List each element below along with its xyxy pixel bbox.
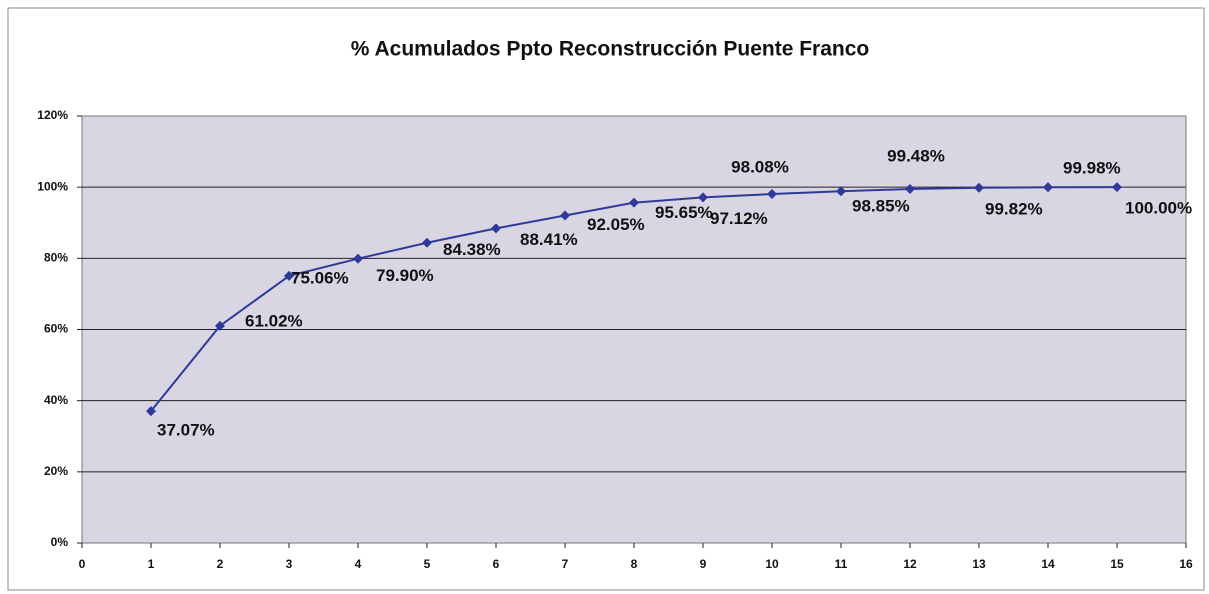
y-tick-label: 60% <box>44 322 68 336</box>
data-label: 99.98% <box>1063 159 1121 178</box>
chart-title: % Acumulados Ppto Reconstrucción Puente … <box>351 38 869 61</box>
data-label: 79.90% <box>376 266 434 285</box>
x-tick-label: 3 <box>286 557 293 571</box>
y-tick-label: 100% <box>37 179 68 193</box>
x-tick-label: 15 <box>1110 557 1124 571</box>
x-tick-label: 4 <box>355 557 362 571</box>
data-label: 88.41% <box>520 230 578 249</box>
y-tick-label: 20% <box>44 464 68 478</box>
x-tick-label: 14 <box>1041 557 1055 571</box>
x-tick-label: 11 <box>835 557 848 571</box>
x-tick-label: 9 <box>700 557 707 571</box>
data-label: 95.65% <box>655 203 713 222</box>
x-tick-label: 2 <box>217 557 224 571</box>
data-label: 75.06% <box>291 268 349 287</box>
data-label: 99.48% <box>887 147 945 166</box>
marker <box>353 253 363 264</box>
y-tick-label: 80% <box>44 251 68 265</box>
x-tick-label: 13 <box>972 557 986 571</box>
marker <box>698 192 708 203</box>
x-tick-label: 6 <box>493 557 500 571</box>
data-label: 97.12% <box>710 209 768 228</box>
y-tick-label: 0% <box>51 535 69 549</box>
marker <box>767 188 777 199</box>
data-label: 37.07% <box>157 421 215 440</box>
marker <box>215 320 225 331</box>
marker <box>905 184 915 195</box>
x-tick-label: 8 <box>631 557 638 571</box>
x-tick-label: 12 <box>903 557 917 571</box>
marker <box>974 182 984 193</box>
data-label: 61.02% <box>245 311 303 330</box>
marker <box>1043 182 1053 193</box>
data-label: 92.05% <box>587 215 645 234</box>
marker <box>284 270 294 281</box>
data-label: 100.00% <box>1125 199 1192 218</box>
data-label: 98.08% <box>731 157 789 176</box>
x-tick-label: 10 <box>765 557 779 571</box>
marker <box>146 406 156 417</box>
x-tick-label: 16 <box>1179 557 1193 571</box>
marker <box>629 197 639 208</box>
y-tick-label: 120% <box>37 108 68 122</box>
y-tick-label: 40% <box>44 393 68 407</box>
x-tick-label: 0 <box>79 557 86 571</box>
x-tick-label: 1 <box>148 557 155 571</box>
marker <box>836 186 846 197</box>
data-label: 99.82% <box>985 199 1043 218</box>
x-tick-label: 7 <box>562 557 569 571</box>
x-tick-label: 5 <box>424 557 431 571</box>
marker <box>1112 182 1122 193</box>
marker <box>560 210 570 221</box>
data-label: 98.85% <box>852 197 910 216</box>
marker <box>422 237 432 248</box>
marker <box>491 223 501 234</box>
data-label: 84.38% <box>443 240 501 259</box>
